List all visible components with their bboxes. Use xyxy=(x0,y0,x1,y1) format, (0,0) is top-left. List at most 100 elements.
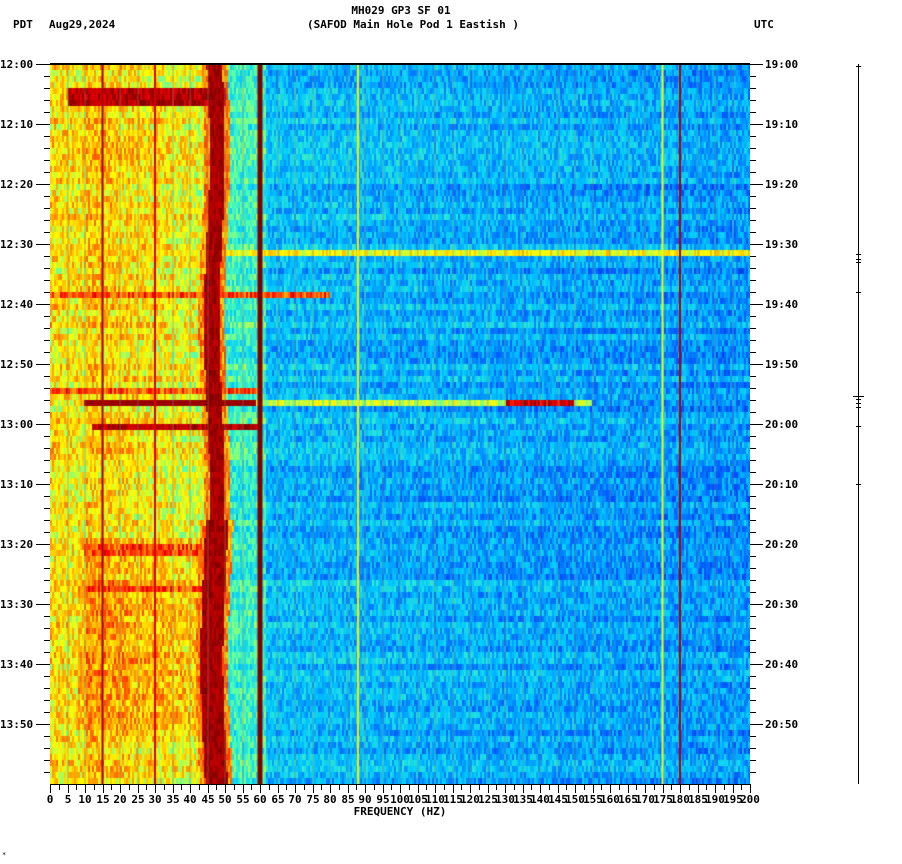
y-tick-right xyxy=(750,760,756,761)
y-tick-left xyxy=(44,436,50,437)
y-tick-right xyxy=(750,616,756,617)
y-tick-left xyxy=(44,292,50,293)
y-tick-label-right: 20:30 xyxy=(765,598,799,611)
trace-tick xyxy=(853,396,864,397)
x-tick xyxy=(111,784,112,790)
y-tick-left xyxy=(44,88,50,89)
y-tick-right xyxy=(750,76,756,77)
y-tick-label-right: 20:00 xyxy=(765,418,799,431)
y-tick-right xyxy=(750,340,756,341)
y-tick-right xyxy=(750,652,756,653)
y-tick-label-left: 13:00 xyxy=(0,418,34,431)
y-tick-left xyxy=(44,76,50,77)
x-tick xyxy=(593,784,594,793)
y-tick-label-right: 20:40 xyxy=(765,658,799,671)
x-tick xyxy=(461,784,462,790)
x-tick xyxy=(260,784,261,793)
y-tick-left xyxy=(36,544,50,545)
x-tick xyxy=(453,784,454,793)
y-tick-label-left: 12:30 xyxy=(0,238,34,251)
trace-tick xyxy=(856,484,861,485)
x-tick xyxy=(85,784,86,793)
trace-tick xyxy=(856,262,861,263)
y-tick-right xyxy=(750,592,756,593)
y-tick-left xyxy=(44,376,50,377)
y-tick-label-right: 20:10 xyxy=(765,478,799,491)
x-tick xyxy=(313,784,314,793)
y-tick-right xyxy=(750,232,756,233)
y-tick-label-right: 19:40 xyxy=(765,298,799,311)
x-tick xyxy=(190,784,191,793)
y-tick-label-left: 12:10 xyxy=(0,118,34,131)
y-tick-left xyxy=(36,664,50,665)
x-tick-label: 0 xyxy=(46,793,54,806)
x-tick xyxy=(724,784,725,790)
x-tick xyxy=(225,784,226,793)
x-tick-label: 105 xyxy=(408,793,428,806)
y-tick-label-right: 19:30 xyxy=(765,238,799,251)
y-tick-left xyxy=(44,220,50,221)
x-tick xyxy=(488,784,489,793)
y-tick-right xyxy=(750,184,763,185)
x-tick xyxy=(383,784,384,793)
x-tick xyxy=(409,784,410,790)
y-tick-right xyxy=(750,532,756,533)
y-tick-right xyxy=(750,172,756,173)
x-tick-label: 125 xyxy=(478,793,498,806)
x-tick xyxy=(706,784,707,790)
y-tick-label-right: 20:50 xyxy=(765,718,799,731)
y-tick-right xyxy=(750,160,756,161)
trace-tick xyxy=(856,407,861,408)
y-tick-left xyxy=(44,388,50,389)
y-tick-label-left: 12:40 xyxy=(0,298,34,311)
x-tick-label: 90 xyxy=(358,793,372,806)
x-tick xyxy=(733,784,734,793)
y-tick-right xyxy=(750,220,756,221)
y-tick-left xyxy=(44,580,50,581)
y-tick-left xyxy=(36,124,50,125)
x-tick-label: 115 xyxy=(443,793,463,806)
y-tick-right xyxy=(750,628,756,629)
y-tick-left xyxy=(44,172,50,173)
y-tick-left xyxy=(44,748,50,749)
y-tick-right xyxy=(750,640,756,641)
y-tick-left xyxy=(44,676,50,677)
x-tick xyxy=(129,784,130,790)
y-tick-left xyxy=(44,460,50,461)
x-tick-label: 175 xyxy=(653,793,673,806)
x-tick xyxy=(444,784,445,790)
x-tick-label: 155 xyxy=(583,793,603,806)
x-tick-label: 110 xyxy=(425,793,445,806)
y-tick-right xyxy=(750,364,763,365)
x-tick-label: 195 xyxy=(723,793,743,806)
y-tick-left xyxy=(44,400,50,401)
x-tick xyxy=(426,784,427,790)
timezone-right-label: UTC xyxy=(754,18,774,31)
x-tick-label: 100 xyxy=(390,793,410,806)
y-tick-left xyxy=(44,412,50,413)
x-tick xyxy=(155,784,156,793)
y-tick-left xyxy=(44,256,50,257)
y-tick-left xyxy=(44,616,50,617)
y-tick-right xyxy=(750,244,763,245)
y-tick-right xyxy=(750,460,756,461)
chart-subtitle: (SAFOD Main Hole Pod 1 Eastish ) xyxy=(307,18,519,31)
x-tick-label: 160 xyxy=(600,793,620,806)
x-tick-label: 80 xyxy=(323,793,337,806)
y-tick-left xyxy=(44,700,50,701)
x-tick xyxy=(278,784,279,793)
y-tick-right xyxy=(750,688,756,689)
y-tick-right xyxy=(750,388,756,389)
timezone-left-label: PDT xyxy=(13,18,33,31)
y-tick-left xyxy=(44,232,50,233)
spectrogram-heatmap xyxy=(50,64,750,784)
y-tick-right xyxy=(750,400,756,401)
y-tick-left xyxy=(44,136,50,137)
x-tick xyxy=(251,784,252,790)
y-tick-left xyxy=(36,604,50,605)
y-tick-label-left: 12:50 xyxy=(0,358,34,371)
x-tick xyxy=(199,784,200,790)
x-tick xyxy=(348,784,349,793)
x-tick-label: 130 xyxy=(495,793,515,806)
y-tick-right xyxy=(750,544,763,545)
